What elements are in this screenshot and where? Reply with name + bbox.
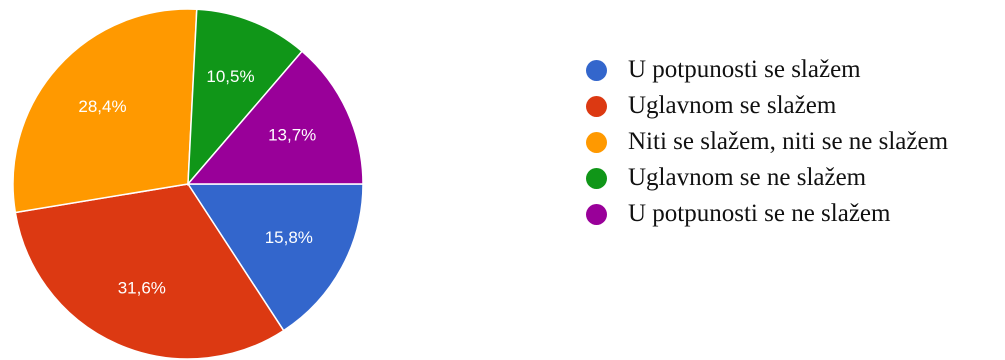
slice-value-label-2: 31,6% <box>118 278 166 297</box>
slice-value-label-5: 13,7% <box>268 126 316 145</box>
legend-label-2: Uglavnom se slažem <box>628 92 837 119</box>
pie-slice-2 <box>14 183 285 360</box>
slice-value-label-3: 28,4% <box>78 97 126 116</box>
pie-slice-1 <box>186 183 364 332</box>
pie-slice-4 <box>187 8 304 187</box>
pie-chart: 15,8% 31,6% 28,4% 10,5% 13,7% <box>12 8 364 360</box>
legend-swatch-5 <box>586 203 607 225</box>
legend-swatch-3 <box>586 131 607 153</box>
legend-item-2: Uglavnom se slažem <box>586 88 948 124</box>
pie-slice-5 <box>186 50 364 185</box>
legend-label-1: U potpunosti se slažem <box>628 56 861 83</box>
chart-legend: U potpunosti se slažem Uglavnom se slažem… <box>586 52 948 232</box>
legend-swatch-1 <box>586 59 607 81</box>
legend-swatch-4 <box>586 167 607 189</box>
legend-item-5: U potpunosti se ne slažem <box>586 196 948 232</box>
slice-value-label-1: 15,8% <box>265 228 313 247</box>
legend-label-3: Niti se slažem, niti se ne slažem <box>628 128 949 155</box>
legend-label-4: Uglavnom se ne slažem <box>628 164 867 191</box>
legend-item-1: U potpunosti se slažem <box>586 52 948 88</box>
legend-label-5: U potpunosti se ne slažem <box>628 200 891 227</box>
legend-item-3: Niti se slažem, niti se ne slažem <box>586 124 948 160</box>
slice-value-label-4: 10,5% <box>206 67 254 86</box>
pie-slice-3 <box>12 8 198 214</box>
legend-swatch-2 <box>586 95 607 117</box>
legend-item-4: Uglavnom se ne slažem <box>586 160 948 196</box>
